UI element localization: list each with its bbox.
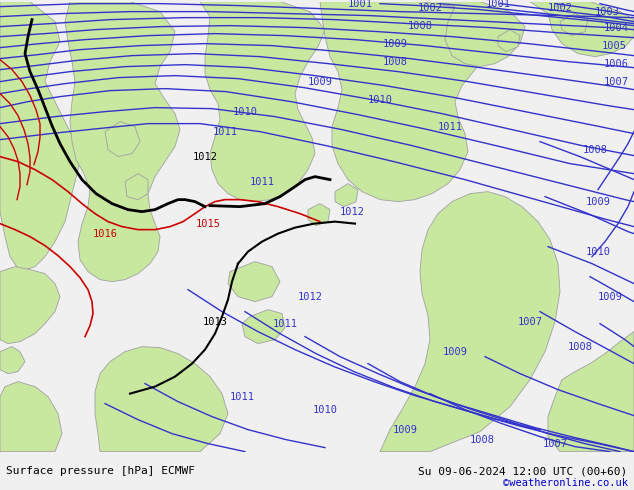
Text: 1010: 1010 [313,405,337,415]
Text: 1016: 1016 [93,229,117,239]
Polygon shape [530,1,634,57]
Text: 1010: 1010 [233,107,257,117]
Text: 1011: 1011 [230,392,254,402]
Text: 1008: 1008 [382,57,408,67]
Text: 1005: 1005 [602,41,626,50]
Text: Surface pressure [hPa] ECMWF: Surface pressure [hPa] ECMWF [6,466,195,476]
Text: 1009: 1009 [597,292,623,302]
Text: 1010: 1010 [368,95,392,105]
Text: 1003: 1003 [595,7,619,17]
Text: 1012: 1012 [297,292,323,302]
Polygon shape [200,1,325,201]
Polygon shape [0,1,80,271]
Polygon shape [335,184,358,207]
Text: 1008: 1008 [470,435,495,444]
Text: 1008: 1008 [583,145,607,155]
Text: 1011: 1011 [212,126,238,137]
Text: 1009: 1009 [307,76,332,87]
Polygon shape [498,29,520,51]
Text: 1002: 1002 [548,2,573,13]
Text: 1009: 1009 [586,196,611,207]
Text: 1008: 1008 [567,342,593,352]
Polygon shape [560,14,588,36]
Text: 1007: 1007 [543,439,567,449]
Polygon shape [380,192,560,452]
Text: 1002: 1002 [418,2,443,13]
Polygon shape [242,310,285,343]
Polygon shape [320,1,490,201]
Text: 1006: 1006 [604,59,628,69]
Text: 1007: 1007 [517,317,543,327]
Text: 1012: 1012 [193,151,217,162]
Polygon shape [308,204,330,225]
Text: ©weatheronline.co.uk: ©weatheronline.co.uk [503,478,628,488]
Polygon shape [228,262,280,302]
Text: 1013: 1013 [202,317,228,327]
Text: 1009: 1009 [443,346,467,357]
Text: 1011: 1011 [273,318,297,329]
Polygon shape [95,346,228,452]
Text: 1008: 1008 [408,21,432,31]
Text: 1004: 1004 [604,23,628,33]
Text: Su 09-06-2024 12:00 UTC (00+60): Su 09-06-2024 12:00 UTC (00+60) [418,466,628,476]
Text: 1001: 1001 [347,0,373,9]
Polygon shape [105,122,140,157]
Text: 1012: 1012 [339,207,365,217]
Text: 1010: 1010 [586,246,611,257]
Polygon shape [0,267,60,343]
Polygon shape [420,1,525,67]
Text: 1007: 1007 [604,76,628,87]
Text: 1009: 1009 [392,425,418,435]
Text: 1011: 1011 [437,122,462,132]
Text: 1011: 1011 [250,176,275,187]
Polygon shape [0,346,25,373]
Polygon shape [125,173,148,199]
Text: 1001: 1001 [486,0,510,9]
Text: 1009: 1009 [382,39,408,49]
Polygon shape [548,332,634,452]
Polygon shape [65,1,180,282]
Text: 1015: 1015 [195,219,221,229]
Polygon shape [0,382,62,452]
